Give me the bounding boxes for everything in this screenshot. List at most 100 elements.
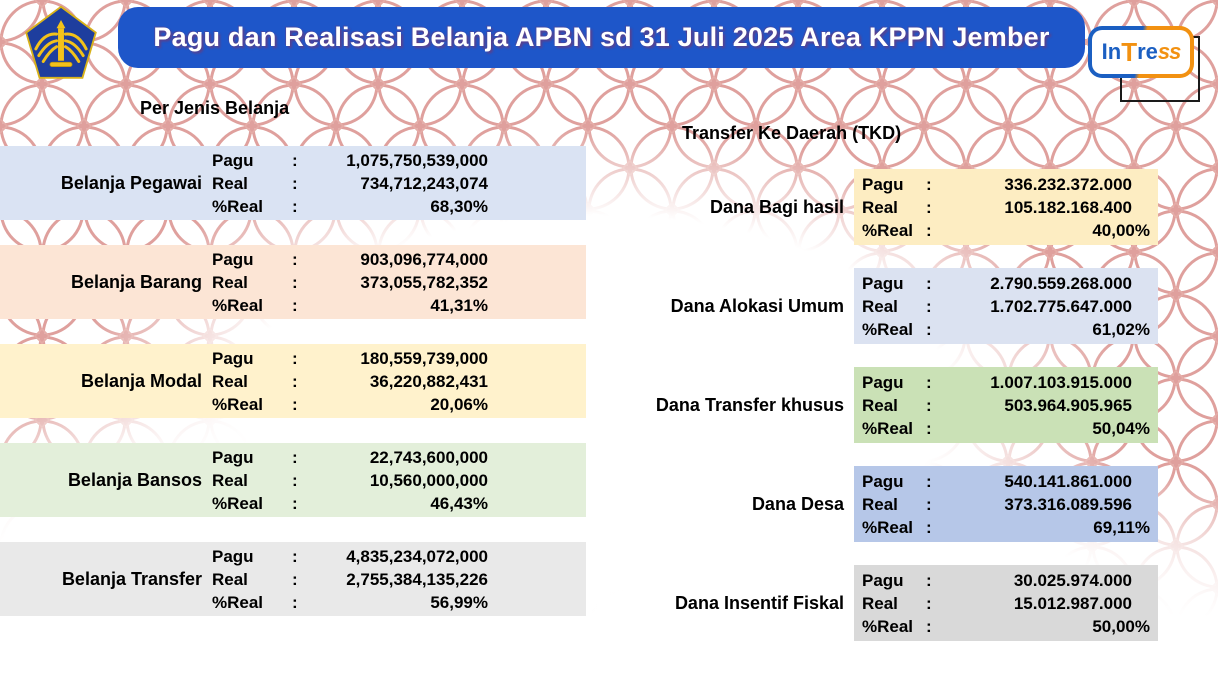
field-value: 2,755,384,135,226	[346, 569, 488, 589]
field-key: %Real	[862, 418, 914, 438]
field-key: %Real	[212, 295, 264, 315]
field-key: Pagu	[862, 273, 904, 293]
value-line: %Real: 50,00%	[862, 615, 1158, 638]
field-value: 46,43%	[430, 493, 488, 513]
value-line: Real: 503.964.905.965	[862, 394, 1158, 417]
field-key: Real	[862, 494, 898, 514]
field-value: 68,30%	[430, 196, 488, 216]
field-value: 373,055,782,352	[360, 272, 488, 292]
colon: :	[926, 418, 932, 438]
colon: :	[926, 395, 932, 415]
value-line: Pagu: 22,743,600,000	[212, 446, 586, 469]
field-key: Pagu	[212, 447, 254, 467]
kemenkeu-logo-icon	[25, 5, 97, 79]
field-value: 503.964.905.965	[1004, 395, 1132, 415]
left-table-row: Belanja Pegawai Pagu:1,075,750,539,000 Rea…	[0, 146, 586, 220]
left-table-row: Belanja Transfer Pagu:4,835,234,072,000 Re…	[0, 542, 586, 616]
row-values-block: Pagu: 180,559,739,000 Real: 36,220,882,431%…	[212, 344, 586, 418]
row-label: Dana Transfer khusus	[655, 394, 844, 415]
field-key: Pagu	[212, 150, 254, 170]
field-key: Real	[212, 173, 248, 193]
field-value: 373.316.089.596	[1004, 494, 1132, 514]
field-key: %Real	[862, 616, 914, 636]
field-value: 540.141.861.000	[1004, 471, 1132, 491]
left-table-row: Belanja Barang Pagu: 903,096,774,000 Real: 3…	[0, 245, 586, 319]
colon: :	[292, 348, 298, 368]
field-key: Real	[212, 371, 248, 391]
value-line: Real: 36,220,882,431	[212, 370, 586, 393]
value-line: %Real: 61,02%	[862, 318, 1158, 341]
field-value: 36,220,882,431	[369, 371, 488, 391]
value-line: %Real: 50,04%	[862, 417, 1158, 440]
colon: :	[292, 272, 298, 292]
field-value: 61,02%	[1092, 319, 1150, 339]
field-key: Pagu	[862, 570, 904, 590]
field-value: 69,11%	[1093, 517, 1150, 537]
field-value: 22,743,600,000	[369, 447, 488, 467]
field-value: 41,31%	[430, 295, 488, 315]
field-value: 50,04%	[1092, 418, 1150, 438]
value-line: Real: 2,755,384,135,226	[212, 568, 586, 591]
value-line: Pagu: 540.141.861.000	[862, 470, 1158, 493]
row-values-block: Pagu: 1.007.103.915.000 Real: 503.964.905.9…	[854, 367, 1158, 443]
right-table-row: Dana Alokasi Umum Pagu:2.790.559.268.000 R…	[600, 268, 1158, 344]
colon: :	[292, 249, 298, 269]
colon: :	[292, 546, 298, 566]
field-value: 1.007.103.915.000	[990, 372, 1132, 392]
value-line: Real: 105.182.168.400	[862, 196, 1158, 219]
field-key: Pagu	[212, 249, 254, 269]
field-key: %Real	[862, 517, 914, 537]
colon: :	[926, 296, 932, 316]
value-line: Real: 373.316.089.596	[862, 493, 1158, 516]
colon: :	[292, 447, 298, 467]
field-key: %Real	[862, 220, 914, 240]
colon: :	[926, 570, 932, 590]
title-bar: Pagu dan Realisasi Belanja APBN sd 31 Ju…	[118, 7, 1085, 68]
value-line: Pagu: 4,835,234,072,000	[212, 545, 586, 568]
row-label: Dana Desa	[751, 493, 844, 514]
colon: :	[292, 173, 298, 193]
row-values-block: Pagu: 1,075,750,539,000 Real: 734,712,243,0…	[212, 146, 586, 220]
colon: :	[292, 196, 298, 216]
row-values-block: Pagu: 2.790.559.268.000 Real: 1.702.775.647…	[854, 268, 1158, 344]
field-value: 40,00%	[1092, 220, 1150, 240]
field-key: Real	[862, 395, 898, 415]
field-value: 734,712,243,074	[360, 173, 488, 193]
colon: :	[292, 394, 298, 414]
value-line: %Real: 68,30%	[212, 195, 586, 218]
row-values-block: Pagu: 903,096,774,000 Real: 373,055,782,352…	[212, 245, 586, 319]
colon: :	[926, 273, 932, 293]
colon: :	[926, 494, 932, 514]
field-key: %Real	[212, 196, 264, 216]
field-key: Pagu	[212, 546, 254, 566]
field-key: Real	[212, 470, 248, 490]
value-line: %Real: 46,43%	[212, 492, 586, 515]
right-table-row: Dana Insentif Fiskal Pagu:30.025.974.000 R…	[600, 565, 1158, 641]
row-label: Belanja Bansos	[67, 469, 202, 490]
field-value: 50,00%	[1092, 616, 1150, 636]
colon: :	[926, 220, 932, 240]
field-key: %Real	[212, 394, 264, 414]
field-value: 30.025.974.000	[1013, 570, 1132, 590]
colon: :	[926, 372, 932, 392]
value-line: Pagu: 1.007.103.915.000	[862, 371, 1158, 394]
colon: :	[292, 470, 298, 490]
colon: :	[926, 593, 932, 613]
colon: :	[926, 616, 932, 636]
colon: :	[292, 493, 298, 513]
field-value: 105.182.168.400	[1004, 197, 1132, 217]
field-key: Pagu	[212, 348, 254, 368]
value-line: Pagu: 2.790.559.268.000	[862, 272, 1158, 295]
field-key: Real	[862, 197, 898, 217]
left-table-row: Belanja Modal Pagu: 180,559,739,000 Real: 36…	[0, 344, 586, 418]
field-value: 1.702.775.647.000	[990, 296, 1132, 316]
colon: :	[292, 150, 298, 170]
row-values-block: Pagu:30.025.974.000 Real:15.012.987.000 %R…	[854, 565, 1158, 641]
right-section-heading: Transfer Ke Daerah (TKD)	[682, 123, 902, 143]
row-label: Belanja Barang	[70, 271, 202, 292]
row-label: Belanja Modal	[80, 370, 202, 391]
row-values-block: Pagu: 4,835,234,072,000 Real: 2,755,384,135…	[212, 542, 586, 616]
value-line: %Real: 69,11%	[862, 516, 1158, 539]
